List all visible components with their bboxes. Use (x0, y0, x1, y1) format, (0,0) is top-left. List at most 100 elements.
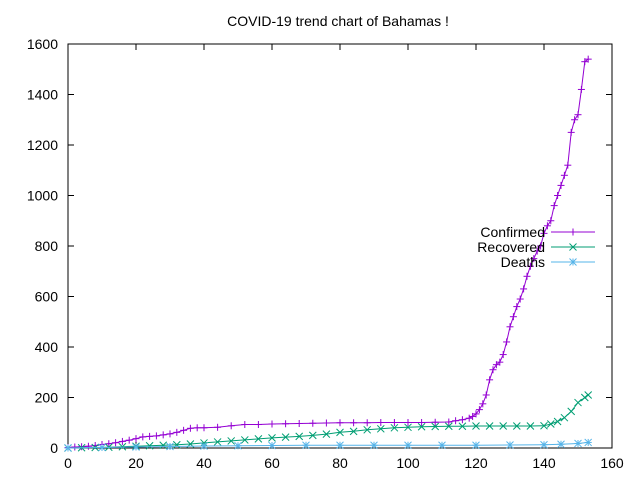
legend-label-deaths: Deaths (501, 254, 545, 270)
data-point-recovered (553, 417, 562, 426)
data-point-recovered (431, 422, 440, 431)
data-point-confirmed (577, 85, 585, 93)
data-point-deaths (370, 441, 378, 450)
data-point-confirmed (509, 313, 517, 321)
data-point-confirmed (526, 262, 534, 270)
legend-marker-deaths (569, 258, 577, 266)
data-point-deaths (98, 443, 106, 452)
y-tick-label: 600 (35, 289, 59, 305)
y-tick-label: 1000 (27, 188, 58, 204)
data-point-confirmed (452, 417, 460, 425)
data-point-confirmed (363, 419, 371, 427)
data-point-confirmed (496, 358, 504, 366)
x-tick-label: 60 (264, 455, 280, 471)
data-point-recovered (546, 420, 555, 428)
y-tick-label: 800 (35, 238, 59, 254)
data-point-confirmed (564, 161, 572, 169)
data-point-recovered (227, 437, 236, 445)
data-point-recovered (499, 422, 508, 430)
legend-label-recovered: Recovered (477, 239, 545, 255)
x-tick-label: 40 (196, 455, 212, 471)
data-point-confirmed (186, 424, 194, 432)
x-tick-label: 140 (532, 455, 556, 471)
data-point-confirmed (139, 433, 147, 441)
data-point-confirmed (268, 420, 276, 428)
data-point-recovered (580, 393, 589, 402)
data-point-confirmed (377, 418, 385, 426)
data-point-confirmed (214, 423, 222, 431)
chart-title: COVID-19 trend chart of Bahamas ! (227, 13, 449, 29)
data-point-recovered (526, 422, 535, 430)
y-tick-label: 1200 (27, 137, 58, 153)
data-point-confirmed (482, 391, 490, 399)
data-point-recovered (376, 424, 385, 433)
data-point-deaths (540, 440, 548, 449)
data-point-recovered (254, 435, 263, 443)
data-point-confirmed (309, 419, 317, 427)
data-point-recovered (213, 438, 222, 446)
data-point-recovered (458, 422, 467, 431)
data-point-deaths (506, 441, 514, 449)
data-point-recovered (281, 433, 290, 441)
data-point-confirmed (180, 426, 188, 434)
y-tick-label: 1600 (27, 36, 58, 52)
data-point-recovered (322, 430, 331, 438)
x-tick-label: 80 (332, 455, 348, 471)
data-point-recovered (444, 422, 453, 431)
data-point-confirmed (322, 419, 330, 427)
data-point-confirmed (254, 421, 262, 429)
data-point-confirmed (567, 128, 575, 136)
data-point-recovered (560, 413, 569, 422)
x-tick-label: 160 (600, 455, 624, 471)
data-point-confirmed (390, 418, 398, 426)
data-point-confirmed (513, 303, 521, 311)
data-point-confirmed (472, 410, 480, 418)
legend-marker-recovered (569, 243, 577, 251)
data-point-recovered (485, 422, 494, 430)
data-point-recovered (574, 398, 582, 407)
data-point-confirmed (71, 443, 79, 451)
data-point-confirmed (554, 192, 562, 199)
data-point-deaths (166, 442, 174, 451)
data-point-confirmed (431, 418, 439, 426)
data-point-confirmed (146, 432, 154, 440)
data-point-confirmed (479, 400, 487, 408)
data-point-confirmed (112, 439, 120, 447)
data-point-confirmed (132, 435, 140, 443)
y-tick-label: 1400 (27, 87, 58, 103)
x-tick-label: 100 (396, 455, 420, 471)
y-axis: 0 200 400 600 800 1000 1200 1400 1600 (27, 36, 612, 456)
data-point-confirmed (540, 229, 548, 237)
data-point-recovered (295, 432, 304, 441)
data-point-recovered (584, 391, 593, 399)
data-point-confirmed (503, 338, 511, 346)
y-tick-label: 200 (35, 390, 59, 406)
data-point-confirmed (105, 440, 113, 448)
data-point-deaths (336, 441, 344, 450)
data-point-confirmed (557, 181, 565, 189)
data-point-recovered (417, 422, 426, 431)
data-point-confirmed (475, 406, 483, 414)
x-tick-label: 20 (128, 455, 144, 471)
data-point-confirmed (543, 222, 551, 230)
data-point-confirmed (118, 437, 126, 445)
data-point-recovered (336, 428, 344, 437)
data-point-recovered (268, 434, 276, 442)
data-point-recovered (308, 431, 317, 440)
data-point-recovered (349, 427, 358, 436)
data-point-confirmed (516, 295, 524, 303)
data-point-confirmed (84, 442, 92, 450)
data-point-confirmed (550, 202, 558, 210)
series-line-recovered (67, 394, 589, 449)
series-layer (64, 55, 593, 452)
data-point-recovered (172, 440, 181, 449)
data-point-deaths (132, 443, 140, 451)
data-point-confirmed (125, 436, 133, 444)
series-recovered (64, 391, 593, 452)
data-point-deaths (234, 441, 242, 450)
data-point-confirmed (152, 432, 160, 440)
data-point-confirmed (418, 418, 426, 426)
y-tick-label: 0 (50, 440, 58, 456)
data-point-confirmed (584, 55, 592, 63)
data-point-recovered (567, 407, 576, 416)
